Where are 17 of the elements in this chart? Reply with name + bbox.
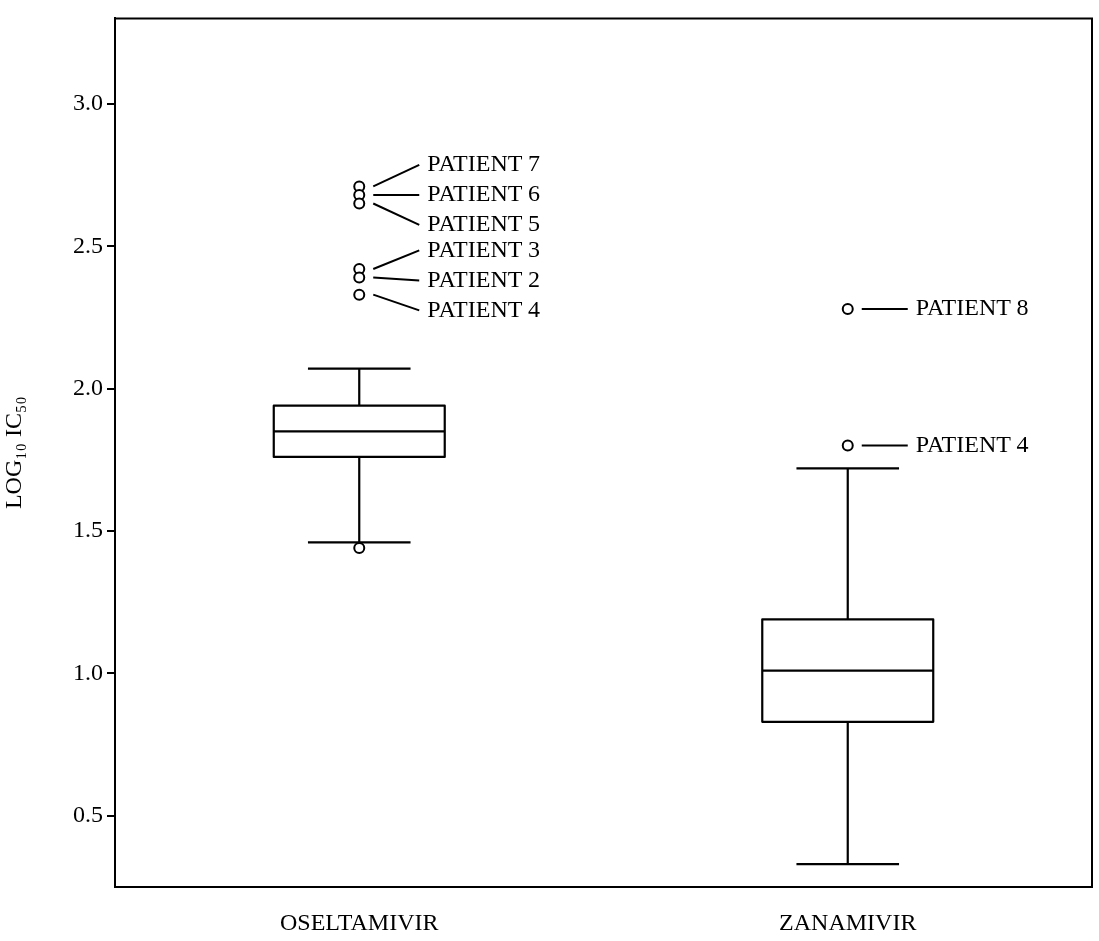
annotation: PATIENT 5: [427, 210, 540, 237]
y-tick-label: 2.0: [73, 373, 103, 400]
y-tick-label: 3.0: [73, 89, 103, 116]
x-tick-label: OSELTAMIVIR: [279, 908, 439, 935]
y-tick-label: 2.5: [73, 231, 103, 258]
y-axis-title: LOG₁₀ IC₅₀: [0, 396, 26, 510]
x-tick-label: ZANAMIVIR: [779, 908, 917, 935]
annotation: PATIENT 7: [427, 150, 540, 177]
y-tick-label: 1.5: [73, 516, 103, 543]
annotation: PATIENT 2: [427, 265, 540, 292]
annotation: PATIENT 4: [915, 430, 1029, 457]
annotation: PATIENT 6: [427, 180, 540, 207]
y-tick-label: 0.5: [73, 801, 103, 828]
y-tick-label: 1.0: [73, 658, 103, 685]
annotation: PATIENT 4: [427, 295, 540, 322]
annotation: PATIENT 8: [915, 294, 1029, 321]
annotation: PATIENT 3: [427, 235, 540, 262]
